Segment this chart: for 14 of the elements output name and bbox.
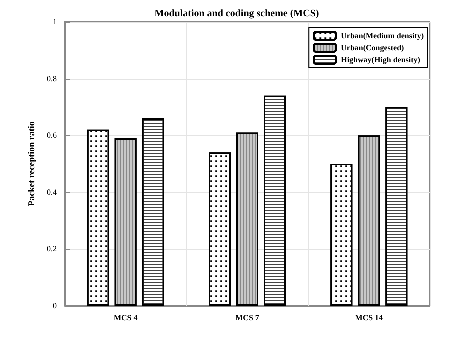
y-tick-label: 0.2: [47, 244, 57, 254]
y-tick-label: 0.8: [47, 74, 57, 84]
y-tick-label: 0.6: [47, 131, 57, 140]
legend-label: Urban(Medium density): [341, 32, 424, 40]
x-tick-label: MCS 14: [355, 314, 384, 322]
y-axis-title: Packet reception ratio: [26, 121, 37, 206]
x-tick-label: MCS 4: [114, 314, 138, 322]
y-tick-label: 0.4: [47, 188, 57, 197]
y-tick-label: 1: [53, 18, 57, 26]
chart-title: Modulation and coding scheme (MCS): [154, 8, 320, 20]
x-tick-label: MCS 7: [236, 314, 260, 322]
legend-label: Urban(Congested): [341, 44, 405, 52]
legend-label: Highway(High density): [341, 56, 421, 64]
y-tick-label: 0: [53, 302, 57, 310]
